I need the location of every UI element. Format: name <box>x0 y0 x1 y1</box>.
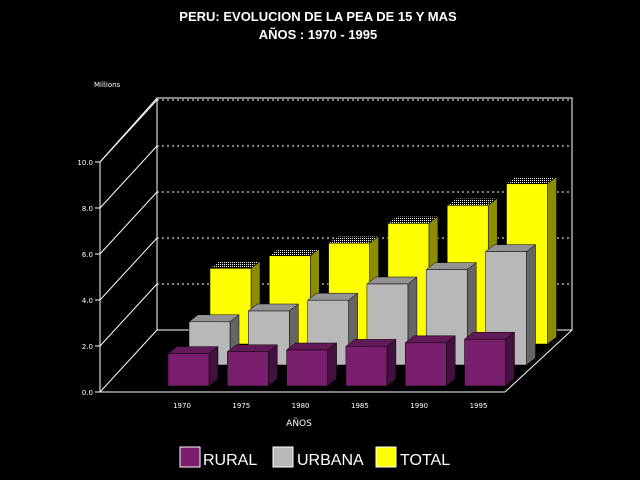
side-grid-line <box>99 283 158 347</box>
x-axis-label: AÑOS <box>286 418 312 429</box>
bar-rural-1985 <box>345 338 397 387</box>
bar-top <box>425 262 477 270</box>
bar-top <box>167 346 219 354</box>
bar-front <box>345 346 388 387</box>
bar-side <box>505 331 515 387</box>
bar-top <box>247 303 300 312</box>
chart-title: PERU: EVOLUCION DE LA PEA DE 15 Y MAS <box>179 9 457 24</box>
bar-top <box>505 176 558 185</box>
bar-front <box>286 349 328 387</box>
floor-right-edge <box>504 329 573 393</box>
side-grid-line <box>99 145 158 209</box>
bar-top <box>209 261 261 269</box>
x-tick-label: 1980 <box>292 402 310 410</box>
y-tick-label: 4.0 <box>82 297 93 305</box>
y-tick-label: 6.0 <box>82 251 93 259</box>
bar-side <box>445 335 456 387</box>
side-grid-line <box>99 99 158 163</box>
legend-swatch-rural <box>179 446 201 468</box>
bar-top <box>366 276 418 285</box>
x-tick-label: 1995 <box>470 402 488 410</box>
bar-top <box>226 344 279 353</box>
bar-top <box>285 342 338 351</box>
bar-top <box>306 292 359 301</box>
bar-front <box>404 342 447 387</box>
bar-side <box>327 342 337 387</box>
y-tick-label: 8.0 <box>82 205 93 213</box>
chart-subtitle: AÑOS : 1970 - 1995 <box>259 27 378 42</box>
bar-side <box>386 338 397 387</box>
legend-item-total: TOTAL <box>375 446 450 469</box>
legend-swatch-total <box>375 446 397 468</box>
bar-top <box>484 244 537 252</box>
bar-rural-1970 <box>167 346 219 387</box>
bar-rural-1975 <box>226 344 279 387</box>
floor-left-edge <box>99 329 158 393</box>
legend: RURAL URBANA TOTAL <box>179 446 450 469</box>
bar-top <box>268 248 321 257</box>
legend-item-rural: RURAL <box>179 446 257 469</box>
side-grid-line <box>99 237 158 301</box>
bar-rural-1995 <box>463 331 516 387</box>
legend-item-urbana: URBANA <box>272 446 364 469</box>
x-tick-label: 1970 <box>173 402 191 410</box>
legend-label-total: TOTAL <box>400 452 450 469</box>
legend-label-rural: RURAL <box>203 452 257 469</box>
bar-top <box>188 314 240 323</box>
x-ticks: 1970 1975 1980 1985 1990 1995 <box>173 402 487 410</box>
legend-label-urbana: URBANA <box>297 452 364 469</box>
bar-side <box>547 176 557 345</box>
bar-side <box>526 244 536 366</box>
bar-top <box>463 331 516 340</box>
bar-top <box>345 339 397 347</box>
y-tick-label: 2.0 <box>82 343 93 351</box>
legend-swatch-urbana <box>272 446 294 468</box>
bar-top <box>404 335 456 344</box>
bar-top <box>446 198 498 206</box>
bar-front <box>167 353 210 387</box>
y-tick-label: 10.0 <box>77 159 93 167</box>
bar-front <box>464 338 506 387</box>
bars <box>167 176 558 387</box>
side-grid-line <box>99 191 158 255</box>
y-tick-label: 0.0 <box>82 389 93 397</box>
bar-rural-1990 <box>404 335 456 387</box>
bar-top <box>387 216 439 224</box>
x-tick-label: 1975 <box>232 402 250 410</box>
y-axis-label: Millions <box>94 81 121 89</box>
bar-front <box>227 351 269 387</box>
x-tick-label: 1990 <box>410 402 428 410</box>
bar-urbana-1970 <box>188 314 240 366</box>
x-tick-label: 1985 <box>351 402 369 410</box>
bar-rural-1980 <box>285 342 338 387</box>
bar-top <box>327 235 380 244</box>
